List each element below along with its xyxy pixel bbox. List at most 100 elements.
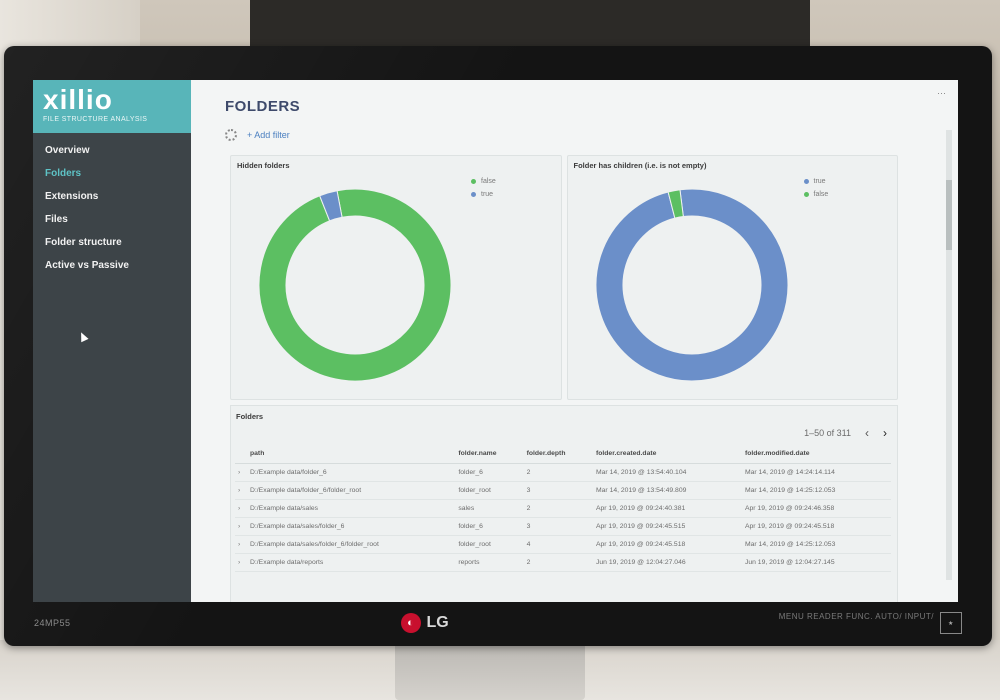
table-cell: Mar 14, 2019 @ 14:25:12.053 (741, 535, 891, 554)
sidebar-item-folders[interactable]: Folders (45, 168, 82, 179)
table-cell: 4 (523, 535, 593, 554)
table-cell: Apr 19, 2019 @ 09:24:40.381 (592, 499, 742, 518)
sidebar-item-overview[interactable]: Overview (45, 145, 90, 156)
table-cell: Apr 19, 2019 @ 09:24:45.518 (741, 517, 891, 536)
folders-table-title: Folders (236, 412, 264, 421)
hidden-folders-title: Hidden folders (237, 161, 290, 170)
donut-slice-false[interactable] (667, 189, 684, 219)
legend-dot-green (803, 192, 809, 197)
table-row[interactable]: › D:/Example data/folder_6/folder_root f… (235, 481, 891, 500)
table-cell: 3 (523, 481, 593, 500)
screen: xillio FILE STRUCTURE ANALYSIS Overview … (33, 80, 958, 602)
table-cell: 3 (523, 517, 593, 536)
column-expand (235, 446, 247, 464)
legend-item[interactable]: false (803, 191, 828, 198)
folders-table: path folder.name folder.depth folder.cre… (235, 446, 891, 572)
hidden-folders-panel: Hidden folders false true (230, 155, 562, 400)
donut-slice-true[interactable] (595, 188, 788, 382)
folder-children-panel: Folder has children (i.e. is not empty) … (566, 155, 898, 400)
table-row[interactable]: › D:/Example data/sales/folder_6/folder_… (235, 535, 891, 554)
app-logo[interactable]: xillio FILE STRUCTURE ANALYSIS (33, 80, 191, 133)
table-cell: Apr 19, 2019 @ 09:24:45.518 (592, 535, 742, 554)
hidden-folders-donut[interactable] (258, 188, 452, 382)
table-row[interactable]: › D:/Example data/sales sales 2 Apr 19, … (235, 499, 891, 518)
table-cell: D:/Example data/reports (247, 553, 456, 572)
chart-panels: Hidden folders false true Folder has chi… (230, 155, 898, 400)
table-cell: 2 (523, 463, 593, 482)
monitor-controls-label: MENU READER FUNC. AUTO/ INPUT/ (778, 612, 934, 621)
legend-label: true (813, 178, 826, 185)
energy-star-icon: ★ (940, 612, 962, 634)
vertical-scrollbar[interactable] (946, 130, 952, 580)
donut-slice-true[interactable] (319, 190, 343, 222)
filter-bar: + Add filter (225, 129, 958, 141)
hidden-folders-legend: false true (471, 178, 496, 204)
expand-row-icon[interactable]: › (235, 463, 247, 482)
table-cell: 2 (523, 553, 593, 572)
table-cell: D:/Example data/folder_6/folder_root (247, 481, 456, 500)
monitor-bezel: 24MP55 ◐ LG MENU READER FUNC. AUTO/ INPU… (4, 600, 992, 646)
column-header[interactable]: folder.created.date (592, 446, 742, 464)
column-header[interactable]: folder.name (455, 446, 524, 464)
folder-children-donut[interactable] (595, 188, 789, 382)
scrollbar-thumb[interactable] (946, 180, 952, 250)
next-page-icon[interactable]: › (883, 426, 887, 440)
column-header[interactable]: path (247, 446, 456, 464)
expand-row-icon[interactable]: › (235, 535, 247, 554)
table-cell: Jun 19, 2019 @ 12:04:27.145 (741, 553, 891, 572)
more-options-icon[interactable]: ⋯ (937, 88, 946, 98)
sidebar-item-active-vs-passive[interactable]: Active vs Passive (45, 260, 129, 271)
table-cell: folder_root (455, 481, 524, 500)
logo-text: xillio (43, 84, 113, 115)
legend-dot-green (471, 179, 476, 184)
main-content: ⋯ FOLDERS + Add filter Hidden folders fa… (191, 80, 958, 602)
expand-row-icon[interactable]: › (235, 517, 247, 536)
sidebar-nav: Overview Folders Extensions Files Folder… (33, 133, 191, 277)
column-header[interactable]: folder.depth (523, 446, 593, 464)
table-cell: folder_6 (455, 517, 524, 536)
legend-dot-blue (803, 179, 809, 184)
expand-row-icon[interactable]: › (235, 553, 247, 572)
table-cell: Mar 14, 2019 @ 14:24:14.114 (741, 463, 891, 482)
sidebar-item-folder-structure[interactable]: Folder structure (45, 237, 122, 248)
table-cell: D:/Example data/sales/folder_6 (247, 517, 456, 536)
table-cell: sales (455, 499, 524, 518)
monitor-model: 24MP55 (34, 618, 71, 628)
table-cell: Jun 19, 2019 @ 12:04:27.046 (592, 553, 742, 572)
add-filter-button[interactable]: + Add filter (247, 130, 290, 140)
mouse-cursor-icon (77, 330, 89, 343)
table-cell: Apr 19, 2019 @ 09:24:46.358 (741, 499, 891, 518)
expand-row-icon[interactable]: › (235, 499, 247, 518)
legend-item[interactable]: true (471, 191, 496, 198)
donut-slice-false[interactable] (258, 188, 452, 382)
table-cell: Apr 19, 2019 @ 09:24:45.515 (592, 517, 742, 536)
table-cell: D:/Example data/sales/folder_6/folder_ro… (247, 535, 456, 554)
table-row[interactable]: › D:/Example data/sales/folder_6 folder_… (235, 517, 891, 536)
pagination: 1–50 of 311 ‹ › (804, 426, 887, 440)
table-cell: folder_6 (455, 463, 524, 482)
table-row[interactable]: › D:/Example data/folder_6 folder_6 2 Ma… (235, 463, 891, 482)
expand-row-icon[interactable]: › (235, 481, 247, 500)
brand-text: LG (426, 614, 449, 631)
legend-dot-blue (471, 192, 476, 197)
legend-item[interactable]: true (803, 178, 829, 185)
sidebar-item-files[interactable]: Files (45, 214, 68, 225)
table-cell: 2 (523, 499, 593, 518)
folder-children-title: Folder has children (i.e. is not empty) (573, 161, 707, 170)
previous-page-icon[interactable]: ‹ (865, 426, 869, 440)
page-title: FOLDERS (225, 98, 301, 115)
pagination-label: 1–50 of 311 (804, 428, 851, 438)
monitor-brand: ◐ LG (400, 613, 449, 633)
gear-icon[interactable] (225, 129, 237, 141)
sidebar: xillio FILE STRUCTURE ANALYSIS Overview … (33, 80, 191, 602)
table-cell: folder_root (455, 535, 524, 554)
logo-subtitle: FILE STRUCTURE ANALYSIS (43, 116, 148, 123)
folders-table-panel: Folders 1–50 of 311 ‹ › path folder.name… (230, 405, 898, 602)
sidebar-item-extensions[interactable]: Extensions (45, 191, 99, 202)
table-row[interactable]: › D:/Example data/reports reports 2 Jun … (235, 553, 891, 572)
column-header[interactable]: folder.modified.date (741, 446, 891, 464)
table-cell: reports (455, 553, 524, 572)
legend-item[interactable]: false (471, 178, 496, 185)
monitor-stand (395, 640, 585, 700)
legend-label: true (481, 191, 494, 198)
